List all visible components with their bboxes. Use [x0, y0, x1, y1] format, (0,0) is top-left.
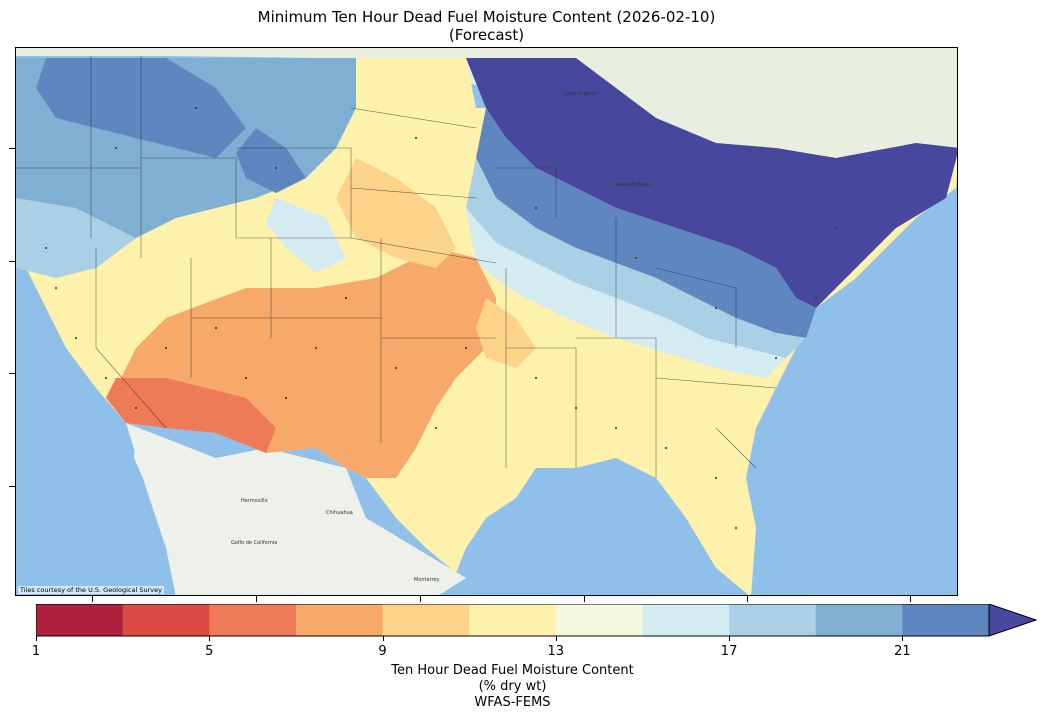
colorbar-segment [815, 604, 903, 636]
colorbar-label-line1: Ten Hour Dead Fuel Moisture Content [391, 663, 634, 678]
colorbar-extend-arrow [989, 604, 1036, 636]
station-markers [45, 107, 837, 529]
colorbar-segment [555, 604, 643, 636]
colorbar [36, 604, 1038, 637]
colorbar-segment [902, 604, 990, 636]
colorbar-tick-label: 21 [894, 644, 911, 659]
colorbar-label-line3: WFAS-FEMS [474, 695, 551, 710]
y-tick [9, 261, 15, 262]
x-tick [256, 596, 257, 602]
label-gulf-of-california: Golfo de California [231, 540, 277, 546]
colorbar-tick-label: 13 [547, 644, 565, 659]
y-tick [9, 486, 15, 487]
map-canvas: Golfo de California Hermosillo Chihuahua… [16, 48, 957, 595]
colorbar-tick-mark [902, 636, 904, 641]
colorbar-segment [382, 604, 470, 636]
label-hermosillo: Hermosillo [241, 498, 268, 504]
state-boundaries [16, 56, 777, 478]
y-tick [9, 148, 15, 149]
colorbar-label-line2: (% dry wt) [478, 679, 547, 694]
colorbar-label: Ten Hour Dead Fuel Moisture Content (% d… [36, 663, 989, 711]
x-tick [92, 596, 93, 602]
colorbar-segments [36, 604, 990, 636]
colorbar-segment [642, 604, 730, 636]
mexico-land [126, 423, 466, 595]
x-tick [910, 596, 911, 602]
colorbar-segment [36, 604, 124, 636]
subtitle-line: (Forecast) [448, 26, 525, 44]
colorbar-tick-mark [209, 636, 211, 641]
label-monterrey: Monterrey [414, 577, 440, 583]
y-tick [9, 373, 15, 374]
label-chihuahua: Chihuahua [326, 510, 353, 516]
colorbar-tick-mark [555, 636, 557, 641]
fuel-moisture-field [16, 58, 957, 595]
colorbar-tick-mark [382, 636, 384, 641]
colorbar-segment [295, 604, 384, 636]
colorbar-tick-label: 17 [720, 644, 738, 659]
colorbar-segment [729, 604, 817, 636]
colorbar-tick-mark [36, 636, 37, 641]
title-line: Minimum Ten Hour Dead Fuel Moisture Cont… [257, 8, 716, 26]
colorbar-tick-label: 9 [378, 644, 387, 659]
map-attribution: Tiles courtesy of the U.S. Geological Su… [18, 586, 164, 594]
colorbar-tick-label: 1 [31, 644, 41, 659]
x-tick [420, 596, 421, 602]
label-lake-superior: Lake Superior [564, 91, 599, 97]
colorbar-segment [122, 604, 210, 636]
chart-title: Minimum Ten Hour Dead Fuel Moisture Cont… [15, 8, 958, 44]
canada-land [16, 48, 957, 168]
label-lake-michigan: Lake Michigan [616, 182, 652, 188]
baja-land [134, 428, 216, 595]
colorbar-segment [469, 604, 557, 636]
colorbar-tick-label: 5 [205, 644, 214, 659]
x-tick [584, 596, 585, 602]
colorbar-segment [209, 604, 297, 636]
colorbar-tick-mark [729, 636, 731, 641]
map-panel[interactable]: Golfo de California Hermosillo Chihuahua… [15, 47, 958, 596]
x-tick [747, 596, 748, 602]
